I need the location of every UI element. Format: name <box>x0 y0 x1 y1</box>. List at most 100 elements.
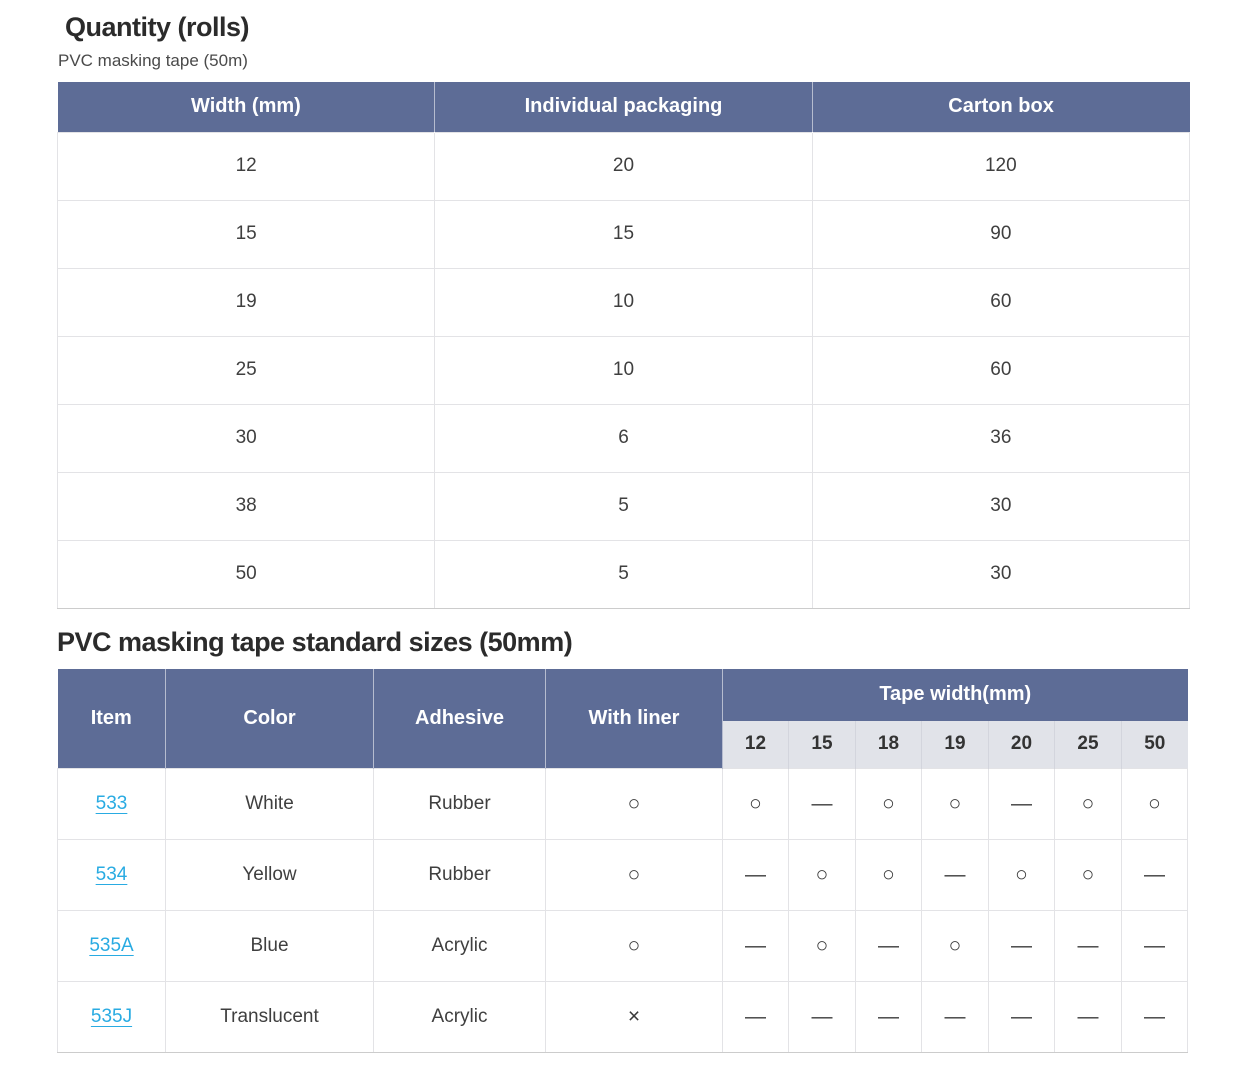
width-cell: 30 <box>56 403 436 473</box>
column-header-item: Item <box>57 668 166 769</box>
width-column-header: 20 <box>988 720 1055 769</box>
item-cell: 534 <box>57 839 166 911</box>
item-cell: 535J <box>57 981 166 1053</box>
individual-packaging-cell: 20 <box>434 131 813 201</box>
individual-packaging-cell: 5 <box>434 471 813 541</box>
carton-box-cell: 120 <box>811 131 1191 201</box>
adhesive-cell: Acrylic <box>373 910 546 982</box>
table-row: 535J Translucent Acrylic × — — — — — — — <box>57 981 1189 1053</box>
adhesive-cell: Rubber <box>373 768 546 840</box>
width-cell: 19 <box>56 267 436 337</box>
individual-packaging-cell: 10 <box>434 267 813 337</box>
table-row: 533 White Rubber ○ ○ — ○ ○ — ○ ○ <box>57 768 1189 840</box>
width-availability-cell: ○ <box>921 910 989 982</box>
item-cell: 535A <box>57 910 166 982</box>
quantity-table: Width (mm) Individual packaging Carton b… <box>56 82 1191 609</box>
width-availability-cell: — <box>988 981 1055 1053</box>
individual-packaging-cell: 10 <box>434 335 813 405</box>
width-cell: 38 <box>56 471 436 541</box>
column-header-with-liner: With liner <box>545 668 723 769</box>
width-availability-cell: — <box>722 981 789 1053</box>
table-row: 19 10 60 <box>56 267 1191 337</box>
quantity-table-subtitle: PVC masking tape (50m) <box>58 51 248 70</box>
adhesive-cell: Rubber <box>373 839 546 911</box>
color-cell: Blue <box>165 910 374 982</box>
width-cell: 15 <box>56 199 436 269</box>
item-link[interactable]: 533 <box>95 793 128 814</box>
with-liner-cell: ○ <box>545 910 723 982</box>
width-availability-cell: — <box>855 910 922 982</box>
width-column-header: 25 <box>1054 720 1122 769</box>
table-row: 12 20 120 <box>56 131 1191 201</box>
width-availability-cell: — <box>921 981 989 1053</box>
width-availability-cell: — <box>1054 981 1122 1053</box>
width-availability-cell: ○ <box>788 910 856 982</box>
item-link[interactable]: 534 <box>95 864 128 885</box>
width-availability-cell: ○ <box>921 768 989 840</box>
width-cell: 25 <box>56 335 436 405</box>
item-cell: 533 <box>57 768 166 840</box>
width-availability-cell: — <box>921 839 989 911</box>
sizes-table-title: PVC masking tape standard sizes (50mm) <box>57 626 573 657</box>
width-subheader-row: 12 15 18 19 20 25 50 <box>58 720 1188 769</box>
width-availability-cell: — <box>788 981 856 1053</box>
width-availability-cell: — <box>722 839 789 911</box>
table-row: 30 6 36 <box>56 403 1191 473</box>
table-row: 534 Yellow Rubber ○ — ○ ○ — ○ ○ — <box>57 839 1189 911</box>
width-column-header: 18 <box>855 720 922 769</box>
page-content: Quantity (rolls) PVC masking tape (50m) … <box>56 12 1191 1053</box>
quantity-table-header-row: Width (mm) Individual packaging Carton b… <box>57 82 1190 132</box>
carton-box-cell: 36 <box>811 403 1191 473</box>
individual-packaging-cell: 15 <box>434 199 813 269</box>
column-header-width-mm: Width (mm) <box>57 82 436 132</box>
width-availability-cell: ○ <box>855 768 922 840</box>
carton-box-cell: 60 <box>811 335 1191 405</box>
width-column-header: 12 <box>722 720 789 769</box>
width-availability-cell: — <box>855 981 922 1053</box>
column-header-adhesive: Adhesive <box>373 668 546 769</box>
width-availability-cell: ○ <box>722 768 789 840</box>
width-availability-cell: ○ <box>1054 768 1122 840</box>
sizes-table-header-row: Item Color Adhesive With liner Tape widt… <box>57 668 1188 769</box>
with-liner-cell: ○ <box>545 768 723 840</box>
table-row: 25 10 60 <box>56 335 1191 405</box>
adhesive-cell: Acrylic <box>373 981 546 1053</box>
with-liner-cell: × <box>545 981 723 1053</box>
width-availability-cell: — <box>1120 839 1189 911</box>
color-cell: Yellow <box>165 839 374 911</box>
item-link[interactable]: 535J <box>90 1006 133 1027</box>
carton-box-cell: 30 <box>811 539 1191 609</box>
sizes-table: Item Color Adhesive With liner Tape widt… <box>57 668 1189 1053</box>
width-cell: 12 <box>56 131 436 201</box>
width-availability-cell: — <box>1120 981 1189 1053</box>
carton-box-cell: 30 <box>811 471 1191 541</box>
width-column-header: 19 <box>921 720 989 769</box>
table-row: 50 5 30 <box>56 539 1191 609</box>
width-availability-cell: ○ <box>988 839 1055 911</box>
color-cell: Translucent <box>165 981 374 1053</box>
table-row: 535A Blue Acrylic ○ — ○ — ○ — — — <box>57 910 1189 982</box>
width-availability-cell: ○ <box>855 839 922 911</box>
with-liner-cell: ○ <box>545 839 723 911</box>
width-availability-cell: ○ <box>788 839 856 911</box>
width-availability-cell: — <box>988 910 1055 982</box>
width-availability-cell: — <box>1054 910 1122 982</box>
item-link[interactable]: 535A <box>89 935 134 956</box>
width-availability-cell: — <box>722 910 789 982</box>
column-header-color: Color <box>165 668 374 769</box>
carton-box-cell: 90 <box>811 199 1191 269</box>
width-availability-cell: — <box>1120 910 1189 982</box>
width-availability-cell: ○ <box>1120 768 1189 840</box>
individual-packaging-cell: 6 <box>434 403 813 473</box>
width-column-header: 15 <box>788 720 856 769</box>
width-availability-cell: — <box>988 768 1055 840</box>
carton-box-cell: 60 <box>811 267 1191 337</box>
width-availability-cell: ○ <box>1054 839 1122 911</box>
table-row: 15 15 90 <box>56 199 1191 269</box>
color-cell: White <box>165 768 374 840</box>
width-cell: 50 <box>56 539 436 609</box>
width-availability-cell: — <box>788 768 856 840</box>
column-header-individual-packaging: Individual packaging <box>434 82 813 132</box>
individual-packaging-cell: 5 <box>434 539 813 609</box>
column-header-carton-box: Carton box <box>812 82 1190 132</box>
